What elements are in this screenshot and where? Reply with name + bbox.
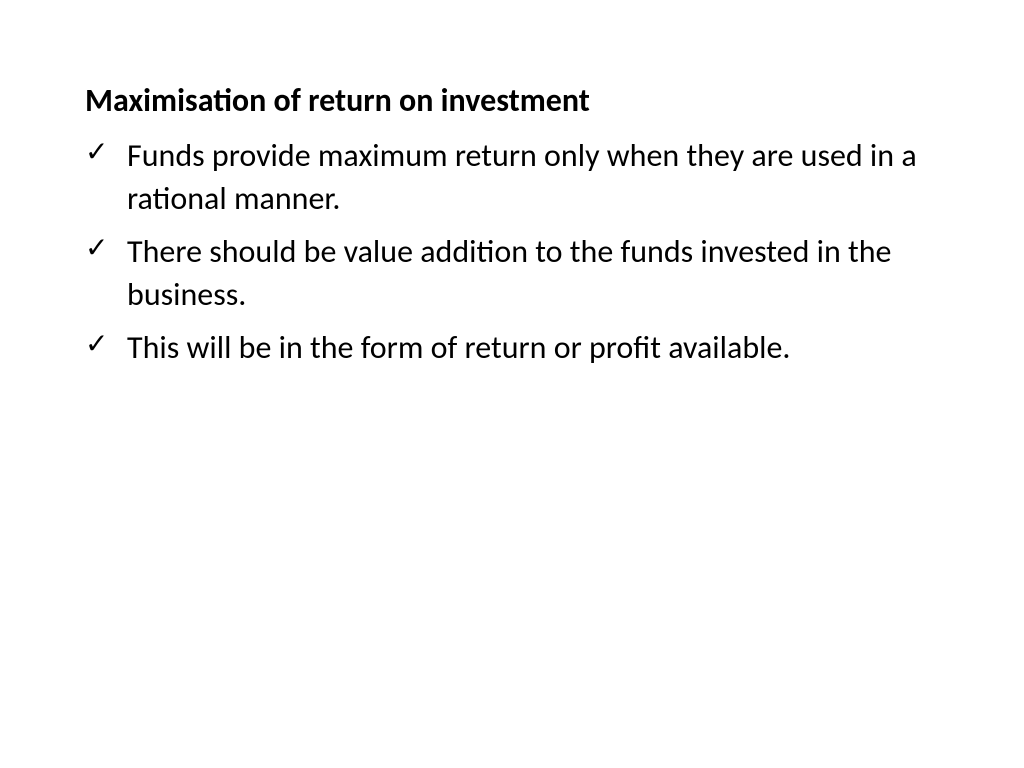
check-icon: ✓: [85, 138, 108, 166]
check-icon: ✓: [85, 330, 108, 358]
bullet-list: ✓ Funds provide maximum return only when…: [85, 134, 949, 370]
list-item: ✓ There should be value addition to the …: [85, 230, 949, 316]
bullet-text: There should be value addition to the fu…: [127, 232, 891, 314]
slide-title: Maximisation of return on investment: [85, 80, 949, 122]
list-item: ✓ This will be in the form of return or …: [85, 326, 949, 369]
list-item: ✓ Funds provide maximum return only when…: [85, 134, 949, 220]
bullet-text: This will be in the form of return or pr…: [127, 328, 790, 367]
check-icon: ✓: [85, 234, 108, 262]
bullet-text: Funds provide maximum return only when t…: [127, 136, 917, 218]
